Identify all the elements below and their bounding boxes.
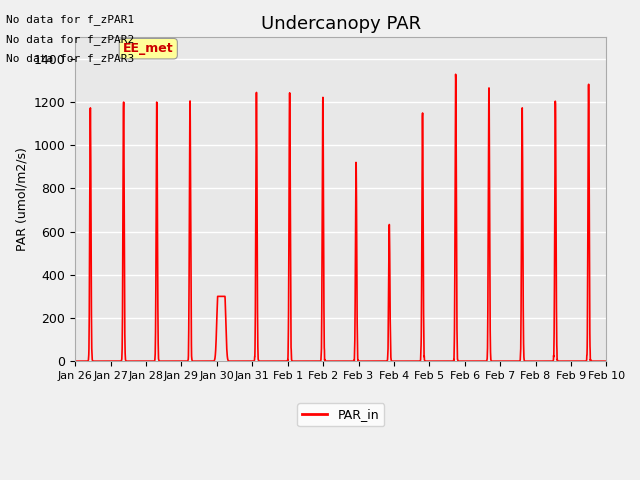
- Text: No data for f_zPAR1: No data for f_zPAR1: [6, 14, 134, 25]
- Text: No data for f_zPAR2: No data for f_zPAR2: [6, 34, 134, 45]
- Text: EE_met: EE_met: [123, 42, 173, 55]
- Legend: PAR_in: PAR_in: [298, 403, 384, 426]
- Y-axis label: PAR (umol/m2/s): PAR (umol/m2/s): [15, 147, 28, 251]
- Text: No data for f_zPAR3: No data for f_zPAR3: [6, 53, 134, 64]
- Title: Undercanopy PAR: Undercanopy PAR: [260, 15, 421, 33]
